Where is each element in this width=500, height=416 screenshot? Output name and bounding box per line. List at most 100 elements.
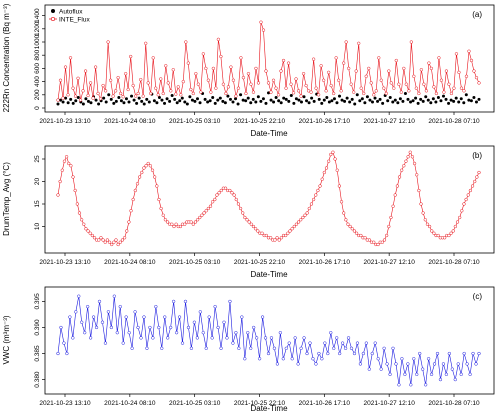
data-point <box>442 90 446 94</box>
data-point <box>221 99 225 103</box>
data-point <box>256 95 260 99</box>
data-point <box>62 159 67 163</box>
data-point <box>97 102 101 106</box>
data-point <box>195 336 199 340</box>
data-point <box>345 96 349 100</box>
data-point <box>299 346 303 350</box>
data-point <box>314 362 318 366</box>
data-point <box>294 77 298 81</box>
data-point <box>266 81 271 85</box>
data-point <box>377 56 381 60</box>
data-point <box>90 233 95 238</box>
data-point <box>201 331 205 335</box>
data-point <box>418 351 422 356</box>
data-point <box>382 238 387 242</box>
data-point <box>249 222 253 226</box>
data-point <box>310 96 314 100</box>
data-point <box>172 224 176 229</box>
panel-a-ylabel: 222Rn Concentration (Bq m⁻³) <box>2 3 11 112</box>
data-point <box>194 72 198 76</box>
data-point <box>84 97 88 101</box>
data-point <box>395 184 400 188</box>
data-point <box>86 99 90 103</box>
data-point <box>144 164 148 168</box>
data-point <box>321 78 326 82</box>
data-point <box>382 86 386 90</box>
panel-b-plot <box>56 150 481 247</box>
data-point <box>71 336 75 340</box>
data-point <box>454 96 458 100</box>
data-point <box>372 93 376 97</box>
data-point <box>94 98 98 102</box>
data-point <box>467 49 471 53</box>
data-point <box>367 66 371 71</box>
data-point <box>117 95 121 99</box>
data-point <box>317 97 321 101</box>
data-point <box>66 101 70 105</box>
data-point <box>198 310 202 314</box>
data-point <box>78 98 83 102</box>
data-point <box>466 193 470 197</box>
data-point <box>193 220 198 224</box>
data-point <box>196 82 200 86</box>
data-point <box>462 351 466 356</box>
x-tick-label: 2021-10-25 03:10 <box>169 259 221 266</box>
panel-c-xticks: 2021-10-23 13:10 2021-10-24 08:10 2021-10-… <box>39 394 480 407</box>
data-point <box>275 236 279 240</box>
data-point <box>294 222 299 226</box>
data-point <box>432 85 436 89</box>
data-point <box>219 346 223 350</box>
data-point <box>185 102 189 106</box>
data-point <box>266 351 271 356</box>
data-point <box>367 367 371 371</box>
data-point <box>363 236 367 240</box>
data-point <box>113 89 118 93</box>
data-point <box>423 218 427 222</box>
data-point <box>108 78 113 82</box>
data-point <box>127 100 131 104</box>
data-point <box>318 184 322 188</box>
data-point <box>337 78 341 82</box>
data-point <box>342 61 346 65</box>
data-point <box>348 100 352 104</box>
data-point <box>474 100 478 104</box>
data-point <box>76 76 80 80</box>
data-point <box>398 97 402 101</box>
data-point <box>343 346 348 350</box>
data-point <box>152 99 156 103</box>
data-point <box>93 65 98 69</box>
data-point <box>121 341 125 345</box>
data-point <box>104 100 108 104</box>
data-point <box>361 351 366 356</box>
data-point <box>94 325 99 330</box>
data-point <box>444 97 448 101</box>
data-point <box>121 95 125 99</box>
data-point <box>299 218 303 222</box>
data-point <box>349 82 353 86</box>
data-point <box>287 99 291 103</box>
data-point <box>273 238 277 242</box>
data-point <box>272 100 276 104</box>
y-tick-label: 25 <box>34 155 41 163</box>
data-point <box>301 215 305 220</box>
panel-b-frame <box>44 145 495 254</box>
data-point <box>406 97 410 101</box>
data-point <box>332 91 336 96</box>
data-point <box>151 336 155 340</box>
data-point <box>293 336 297 340</box>
panel-b: (b) DrumTemp_Avg (°C) Date-Time 10 15 20 25… <box>2 145 495 279</box>
data-point <box>71 101 75 105</box>
data-point <box>388 372 392 377</box>
data-point <box>74 310 78 314</box>
data-point <box>60 168 64 172</box>
data-point <box>103 341 108 345</box>
data-point <box>186 325 191 330</box>
data-point <box>204 209 208 213</box>
data-point <box>112 101 116 105</box>
data-point <box>472 69 476 73</box>
data-point <box>475 175 479 179</box>
data-point <box>414 86 419 90</box>
data-point <box>131 197 135 202</box>
data-point <box>421 211 425 215</box>
data-point <box>458 215 462 220</box>
